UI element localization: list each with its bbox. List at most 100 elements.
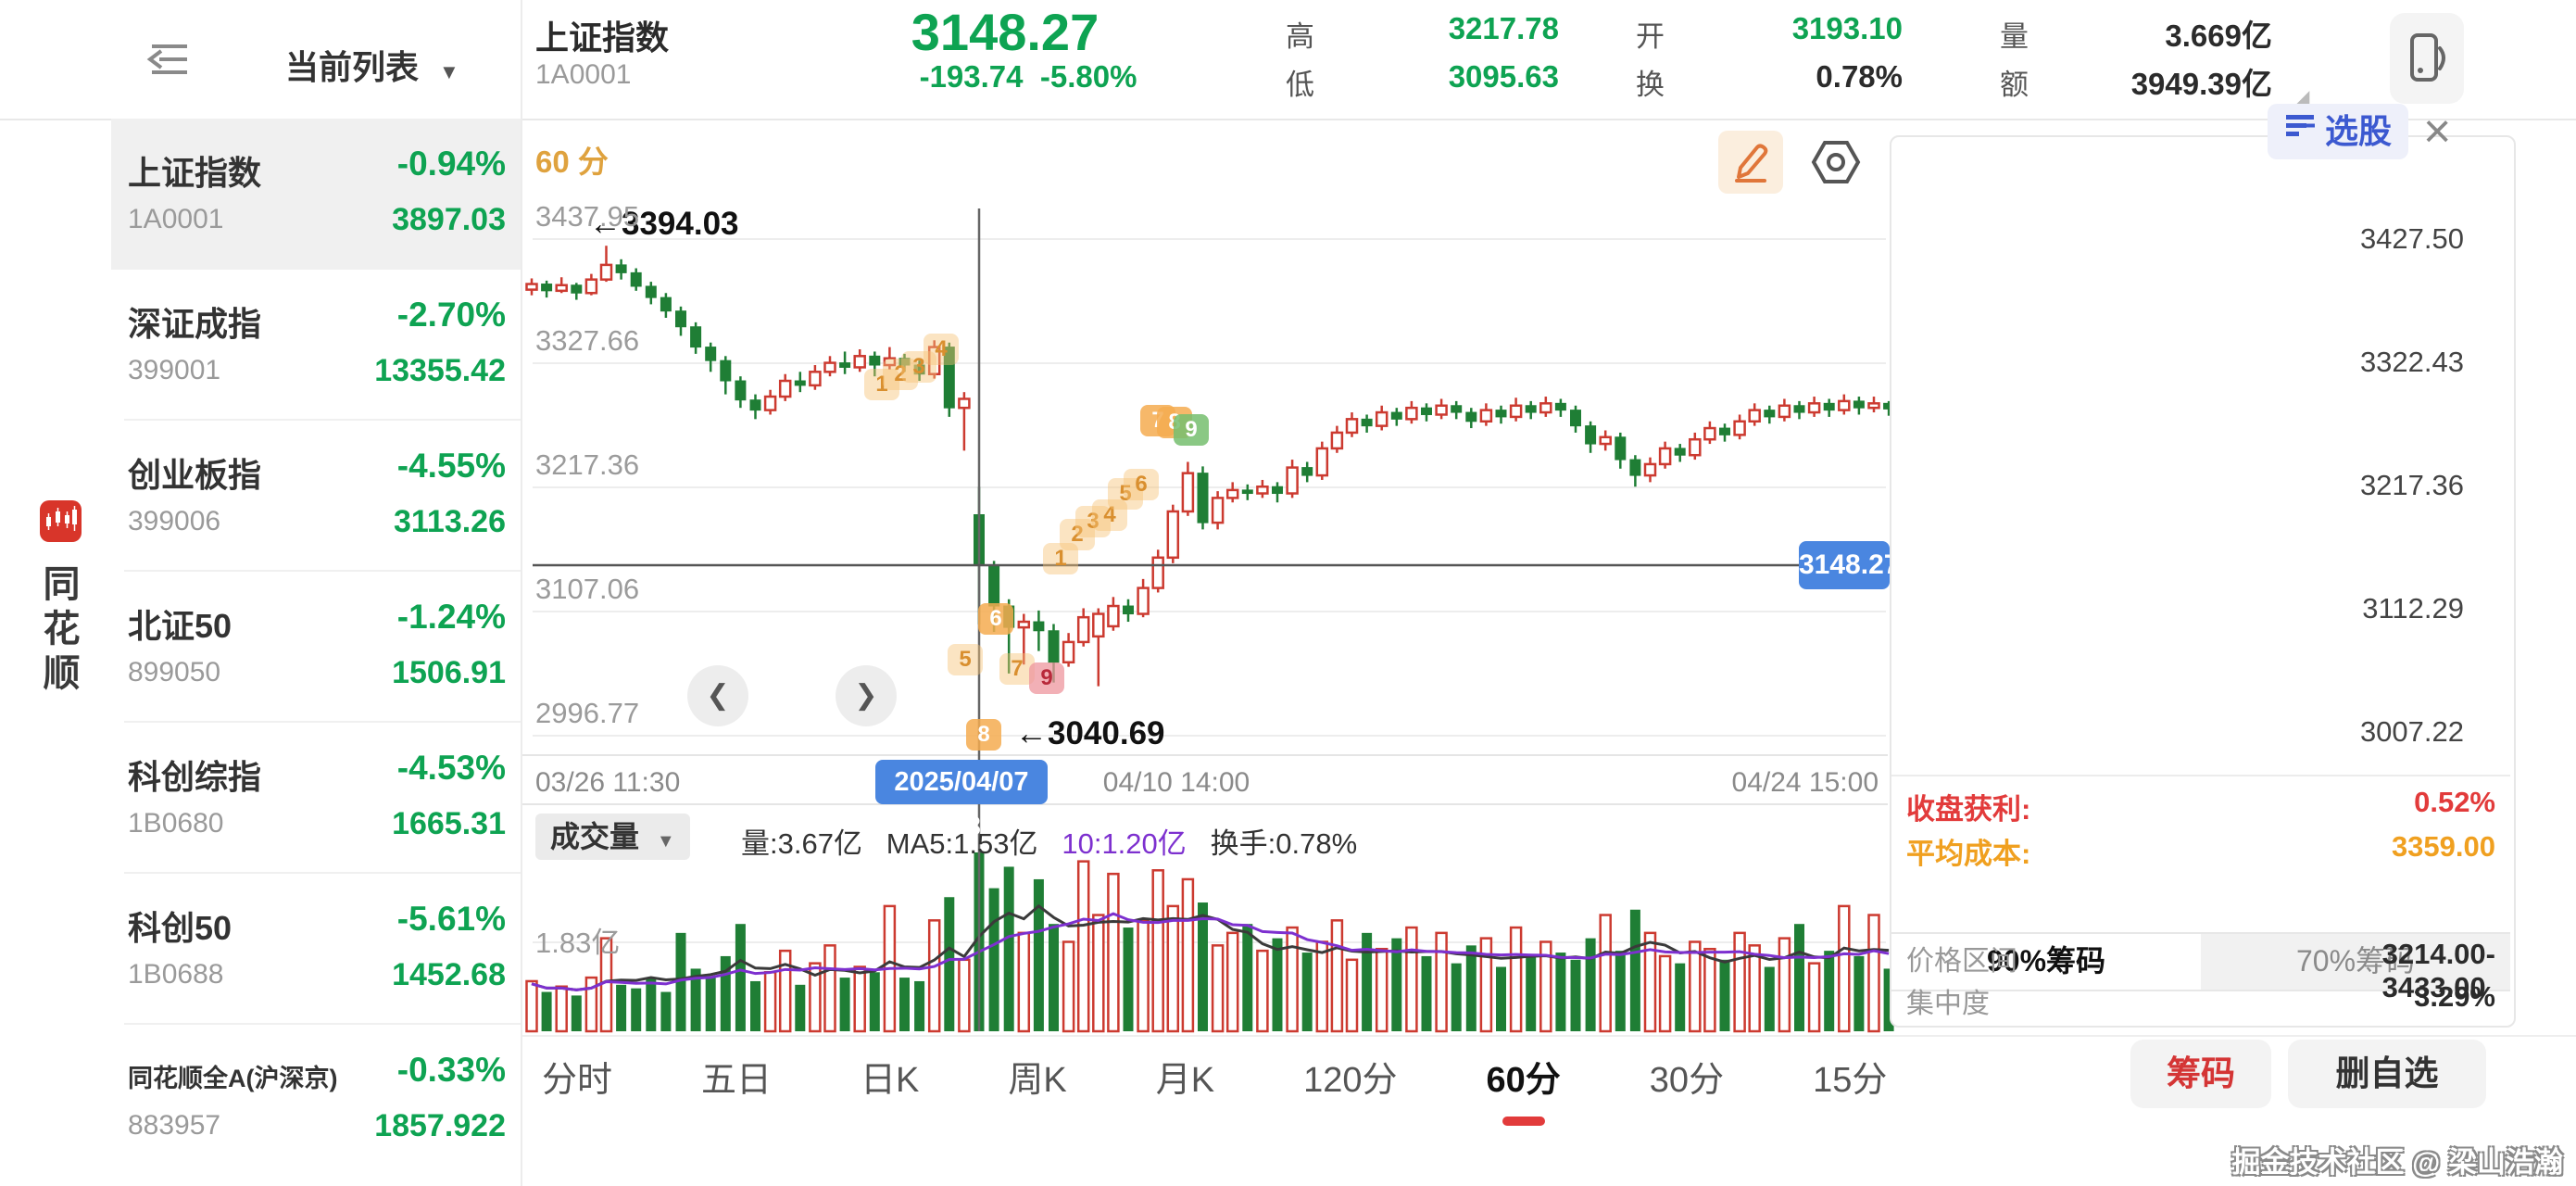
low-annotation: ←3040.69 [1015, 715, 1165, 751]
scroll-left-button[interactable]: ❮ [687, 665, 748, 726]
row-separator [124, 872, 521, 874]
sidebar-item-399001[interactable]: 深证成指 399001 -2.70% 13355.42 [111, 270, 521, 421]
info-value: 3.29% [2414, 980, 2495, 1013]
period-tab-bar: 分时 五日 日K 周K 月K 120分 60分 30分 15分 [542, 1051, 1888, 1126]
volume-indicator-label: 成交量 [550, 820, 640, 853]
quote-field-label: 高 [1286, 20, 1314, 53]
stock-change-pct: -4.53% [396, 749, 506, 787]
footer-button-筹码[interactable]: 筹码 [2130, 1040, 2271, 1108]
stock-change-pct: -5.61% [396, 900, 506, 938]
signal-badge-7: 7 [999, 653, 1035, 685]
stock-name: 创业板指 [128, 456, 262, 494]
stock-name: 北证50 [128, 607, 232, 645]
info-label: 集中度 [1906, 989, 1990, 1019]
crosshair-price-badge: 3148.27 [1799, 541, 1899, 589]
device-switch-button[interactable] [2390, 13, 2464, 104]
tab-120分[interactable]: 120分 [1303, 1061, 1398, 1100]
sidebar-item-1A0001[interactable]: 上证指数 1A0001 -0.94% 3897.03 [111, 119, 521, 270]
scroll-right-button[interactable]: ❯ [836, 665, 897, 726]
signal-badge-2: 2 [1060, 519, 1095, 550]
tab-月K[interactable]: 月K [1155, 1061, 1215, 1100]
row-separator [124, 570, 521, 572]
stock-name: 科创综指 [128, 758, 262, 796]
chip-price-label: 3112.29 [2362, 592, 2464, 625]
info-label: 价格区间 [1906, 946, 2017, 977]
stock-change-pct: -0.33% [396, 1051, 506, 1089]
close-panel-icon[interactable]: × [2423, 105, 2452, 158]
quote-field-value: 3949.39亿 [2130, 67, 2272, 101]
tab-30分[interactable]: 30分 [1649, 1061, 1725, 1100]
tab-60分[interactable]: 60分 [1487, 1051, 1561, 1126]
y-axis-label: 3437.95 [535, 200, 640, 233]
chevron-left-icon: ❮ [706, 680, 730, 711]
signal-badge-3: 3 [901, 351, 936, 383]
signal-badge-2: 2 [883, 359, 918, 390]
stock-code: 399001 [128, 355, 221, 385]
brand-char: 顺 [43, 653, 81, 694]
row-separator [124, 419, 521, 421]
stock-code: 399006 [128, 506, 221, 536]
pencil-icon [1735, 144, 1768, 183]
stat-value: 3359.00 [2391, 830, 2495, 863]
quote-field-value: 3193.10 [1791, 11, 1903, 45]
current-list-dropdown[interactable]: 当前列表 ▼ [285, 41, 459, 89]
row-separator [124, 1023, 521, 1025]
chip-percent-tabs: 90%筹码 70%筹码 [1891, 932, 2510, 991]
chevron-right-icon: ❯ [854, 680, 878, 711]
volume-scale-label: 1.83亿 [535, 927, 621, 959]
chart-settings-button[interactable] [1808, 135, 1864, 189]
sidebar-item-899050[interactable]: 北证50 899050 -1.24% 1506.91 [111, 572, 521, 723]
stock-code: 1B0688 [128, 959, 224, 990]
stock-value: 1665.31 [392, 806, 506, 841]
stat-label: 收盘获利: [1906, 793, 2031, 826]
stock-pick-label: 选股 [2325, 112, 2393, 150]
tab-周K[interactable]: 周K [1008, 1061, 1067, 1100]
footer-button-删自选[interactable]: 删自选 [2288, 1040, 2486, 1108]
signal-badge-1: 1 [1043, 543, 1078, 574]
stock-name: 上证指数 [128, 154, 262, 192]
chip-tab-70%筹码[interactable]: 70%筹码 [2295, 944, 2416, 978]
signal-badge-5: 5 [1108, 478, 1143, 510]
stock-change-pct: -1.24% [396, 598, 506, 636]
stock-value: 3897.03 [392, 202, 506, 237]
signal-badge-4: 4 [924, 334, 959, 365]
quote-field-value: 3.669亿 [2165, 19, 2272, 53]
volume-indicator-dropdown[interactable]: 成交量 ▼ [535, 814, 690, 860]
stock-value: 3113.26 [393, 504, 506, 539]
chip-price-label: 3427.50 [2359, 222, 2464, 255]
stock-pick-button[interactable]: 选股 [2268, 104, 2409, 159]
draw-tool-button[interactable] [1718, 131, 1783, 194]
brand-char: 同 [43, 564, 81, 605]
quote-field-label: 低 [1286, 69, 1314, 101]
info-value: 3214.00-3433.00 [2381, 938, 2495, 1003]
tab-分时[interactable]: 分时 [542, 1061, 613, 1100]
stock-name: 深证成指 [128, 305, 262, 343]
phone-switch-icon [2410, 33, 2445, 82]
tab-五日[interactable]: 五日 [701, 1061, 773, 1100]
sidebar-item-883957[interactable]: 同花顺全A(沪深京) 883957 -0.33% 1857.922 [111, 1025, 521, 1176]
back-collapse-icon[interactable] [146, 39, 191, 84]
gear-hexagon-icon [1811, 141, 1861, 183]
sidebar-item-1B0680[interactable]: 科创综指 1B0680 -4.53% 1665.31 [111, 723, 521, 874]
signal-badge-3: 3 [1075, 506, 1111, 537]
signal-badge-9: 9 [1174, 414, 1209, 446]
chip-tab-90%筹码[interactable]: 90%筹码 [1891, 934, 2201, 990]
stock-name: 同花顺全A(沪深京) [128, 1065, 338, 1092]
filter-list-icon [2284, 111, 2316, 167]
quote-field-label: 额 [2000, 69, 2029, 101]
y-axis-label: 3107.06 [535, 573, 640, 605]
crosshair-date-badge: 2025/04/07 10:30 [875, 760, 1048, 841]
sidebar-item-1B0688[interactable]: 科创50 1B0688 -5.61% 1452.68 [111, 874, 521, 1025]
stock-value: 1452.68 [392, 957, 506, 992]
resize-handle-icon[interactable]: ◢ [2295, 87, 2310, 107]
header-index-code: 1A0001 [535, 59, 632, 90]
quote-field-value: 3095.63 [1448, 59, 1559, 94]
stock-change-pct: -0.94% [396, 145, 506, 183]
tab-15分[interactable]: 15分 [1813, 1061, 1888, 1100]
sidebar-item-399006[interactable]: 创业板指 399006 -4.55% 3113.26 [111, 421, 521, 572]
signal-badge-5: 5 [948, 644, 983, 675]
chip-distribution-panel [1890, 135, 2516, 1028]
quote-field-value: 3217.78 [1448, 11, 1559, 45]
tab-日K[interactable]: 日K [861, 1061, 920, 1100]
quote-field-label: 量 [2000, 20, 2029, 53]
